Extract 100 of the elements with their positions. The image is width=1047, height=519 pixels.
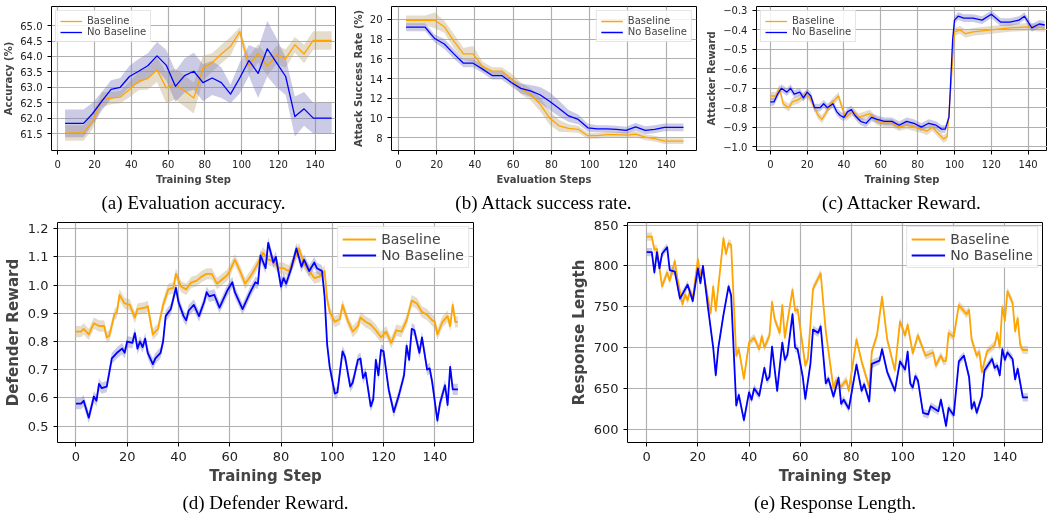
y-tick-label: 20 — [369, 14, 383, 26]
x-axis-title: Training Step — [864, 173, 940, 185]
x-tick-label: 20 — [800, 158, 814, 170]
x-tick-label: 0 — [642, 448, 651, 464]
y-tick-label: 63.0 — [20, 82, 43, 94]
x-tick-label: 80 — [272, 448, 290, 464]
x-tick-label: 60 — [221, 448, 239, 464]
legend-label: Baseline — [87, 15, 130, 26]
x-tick-label: 0 — [71, 448, 81, 464]
x-tick-label: 80 — [198, 158, 212, 170]
x-tick-label: 100 — [232, 158, 252, 170]
y-tick-label: −0.7 — [723, 83, 748, 95]
x-axis-title: Training Step — [155, 173, 232, 185]
legend-label: Baseline — [792, 15, 835, 26]
x-tick-label: 140 — [992, 448, 1018, 464]
x-tick-label: 20 — [430, 158, 444, 170]
y-tick-label: 600 — [593, 421, 619, 437]
x-tick-label: 40 — [124, 158, 138, 170]
x-tick-label: 60 — [161, 158, 175, 170]
x-tick-label: 120 — [268, 158, 288, 170]
legend-label: No Baseline — [87, 26, 147, 37]
y-tick-label: 18 — [369, 34, 383, 46]
x-tick-label: 40 — [740, 448, 758, 464]
x-tick-label: 100 — [890, 448, 915, 464]
y-tick-label: 65.0 — [20, 20, 43, 32]
y-tick-label: −0.3 — [723, 5, 748, 17]
y-tick-label: 62.0 — [20, 113, 43, 125]
x-tick-label: 140 — [656, 158, 676, 170]
y-tick-label: 10 — [369, 112, 383, 124]
x-tick-label: 0 — [54, 158, 61, 170]
y-tick-label: 0.5 — [27, 418, 49, 434]
y-axis-title: Response Length — [569, 259, 588, 406]
y-tick-label: 800 — [593, 258, 619, 274]
x-tick-label: 100 — [580, 158, 600, 170]
x-tick-label: 140 — [422, 448, 448, 464]
y-axis-title: Defender Reward — [3, 258, 22, 407]
text: (b) Attack success rate. — [455, 191, 632, 214]
y-tick-label: 1.2 — [27, 221, 49, 237]
y-tick-label: −0.6 — [723, 63, 748, 75]
x-tick-label: 40 — [468, 158, 482, 170]
y-axis-title: Accuracy (%) — [3, 41, 15, 116]
y-tick-label: 61.5 — [20, 128, 43, 140]
x-tick-label: 80 — [911, 158, 925, 170]
y-tick-label: 64.5 — [20, 36, 43, 48]
y-axis-title: Attack Success Rate (%) — [352, 9, 364, 148]
y-tick-label: 650 — [593, 380, 619, 396]
x-tick-label: 20 — [689, 448, 707, 464]
legend-label: No Baseline — [627, 26, 687, 37]
x-axis-title: Training Step — [778, 466, 892, 485]
x-tick-label: 0 — [767, 158, 774, 170]
y-tick-label: 0.9 — [27, 305, 49, 321]
text: (e) Response Length. — [754, 491, 916, 514]
y-tick-label: 850 — [593, 217, 619, 233]
x-tick-label: 60 — [874, 158, 888, 170]
legend-label: No Baseline — [950, 247, 1033, 263]
x-tick-label: 40 — [170, 448, 187, 464]
legend-label: No Baseline — [381, 247, 464, 263]
x-tick-label: 100 — [944, 158, 965, 170]
x-tick-label: 140 — [1018, 158, 1038, 170]
y-tick-label: −1.0 — [723, 141, 748, 153]
x-tick-label: 140 — [305, 158, 325, 170]
legend-label: Baseline — [381, 231, 441, 247]
x-tick-label: 40 — [837, 158, 851, 170]
x-axis-title: Evaluation Steps — [496, 173, 592, 185]
text: (c) Attacker Reward. — [822, 191, 981, 214]
x-tick-label: 100 — [319, 448, 345, 464]
y-tick-label: −0.8 — [723, 102, 748, 114]
y-tick-label: 0.7 — [27, 362, 49, 378]
y-tick-label: 12 — [369, 93, 383, 105]
y-tick-label: −0.5 — [723, 44, 748, 56]
y-tick-label: 63.5 — [20, 66, 43, 78]
x-tick-label: 0 — [395, 158, 402, 170]
y-tick-label: −0.4 — [723, 24, 748, 36]
y-tick-label: 1.1 — [27, 249, 49, 265]
y-tick-label: 64.0 — [20, 51, 43, 63]
text: (d) Defender Reward. — [182, 491, 349, 514]
y-tick-label: 750 — [593, 299, 619, 315]
legend-label: No Baseline — [792, 26, 852, 37]
y-tick-label: −0.9 — [723, 122, 748, 134]
x-tick-label: 120 — [371, 448, 396, 464]
y-axis-title: Attacker Reward — [706, 31, 718, 126]
y-tick-label: 16 — [369, 53, 383, 65]
x-tick-label: 80 — [843, 448, 860, 464]
y-tick-label: 1.0 — [27, 277, 49, 293]
x-tick-label: 120 — [981, 158, 1001, 170]
x-tick-label: 20 — [118, 448, 136, 464]
y-tick-label: 14 — [369, 73, 383, 85]
y-tick-label: 62.5 — [20, 97, 43, 109]
x-tick-label: 80 — [545, 158, 558, 170]
x-tick-label: 60 — [791, 448, 809, 464]
y-tick-label: 0.8 — [27, 334, 49, 350]
x-axis-title: Training Step — [209, 466, 323, 485]
x-tick-label: 120 — [941, 448, 967, 464]
text: (a) Evaluation accuracy. — [101, 191, 286, 214]
x-tick-label: 20 — [88, 158, 101, 170]
legend-label: Baseline — [627, 15, 671, 26]
legend-label: Baseline — [950, 231, 1010, 247]
x-tick-label: 120 — [618, 158, 638, 170]
y-tick-label: 8 — [376, 132, 383, 144]
y-tick-label: 700 — [593, 340, 619, 356]
